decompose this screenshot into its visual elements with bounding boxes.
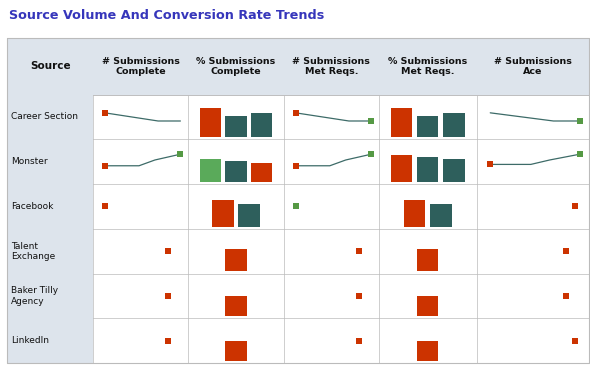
- Point: [100, 163, 110, 169]
- Text: Monster: Monster: [11, 157, 48, 166]
- Point: [100, 110, 110, 116]
- Point: [571, 204, 580, 210]
- Point: [176, 151, 185, 157]
- Text: # Submissions
Ace: # Submissions Ace: [494, 57, 572, 76]
- Point: [355, 248, 364, 254]
- Text: Career Section: Career Section: [11, 112, 78, 122]
- Point: [575, 151, 585, 157]
- Text: LinkedIn: LinkedIn: [11, 336, 49, 345]
- Point: [291, 163, 300, 169]
- Point: [561, 248, 571, 254]
- Point: [164, 293, 173, 299]
- Point: [575, 118, 585, 124]
- Point: [366, 118, 376, 124]
- Point: [100, 204, 110, 210]
- Text: Talent
Exchange: Talent Exchange: [11, 242, 55, 261]
- Text: Source: Source: [30, 61, 70, 72]
- Point: [291, 110, 300, 116]
- Point: [291, 204, 300, 210]
- Text: Source Volume And Conversion Rate Trends: Source Volume And Conversion Rate Trends: [9, 9, 324, 22]
- Point: [571, 338, 580, 344]
- Point: [164, 338, 173, 344]
- Text: Facebook: Facebook: [11, 202, 54, 211]
- Point: [366, 151, 376, 157]
- Point: [164, 248, 173, 254]
- Text: % Submissions
Complete: % Submissions Complete: [196, 57, 276, 76]
- Text: # Submissions
Met Reqs.: # Submissions Met Reqs.: [293, 57, 371, 76]
- Text: # Submissions
Complete: # Submissions Complete: [101, 57, 179, 76]
- Point: [486, 161, 495, 167]
- Text: Baker Tilly
Agency: Baker Tilly Agency: [11, 286, 58, 306]
- Text: % Submissions
Met Reqs.: % Submissions Met Reqs.: [388, 57, 467, 76]
- Point: [561, 293, 571, 299]
- Point: [355, 293, 364, 299]
- Point: [355, 338, 364, 344]
